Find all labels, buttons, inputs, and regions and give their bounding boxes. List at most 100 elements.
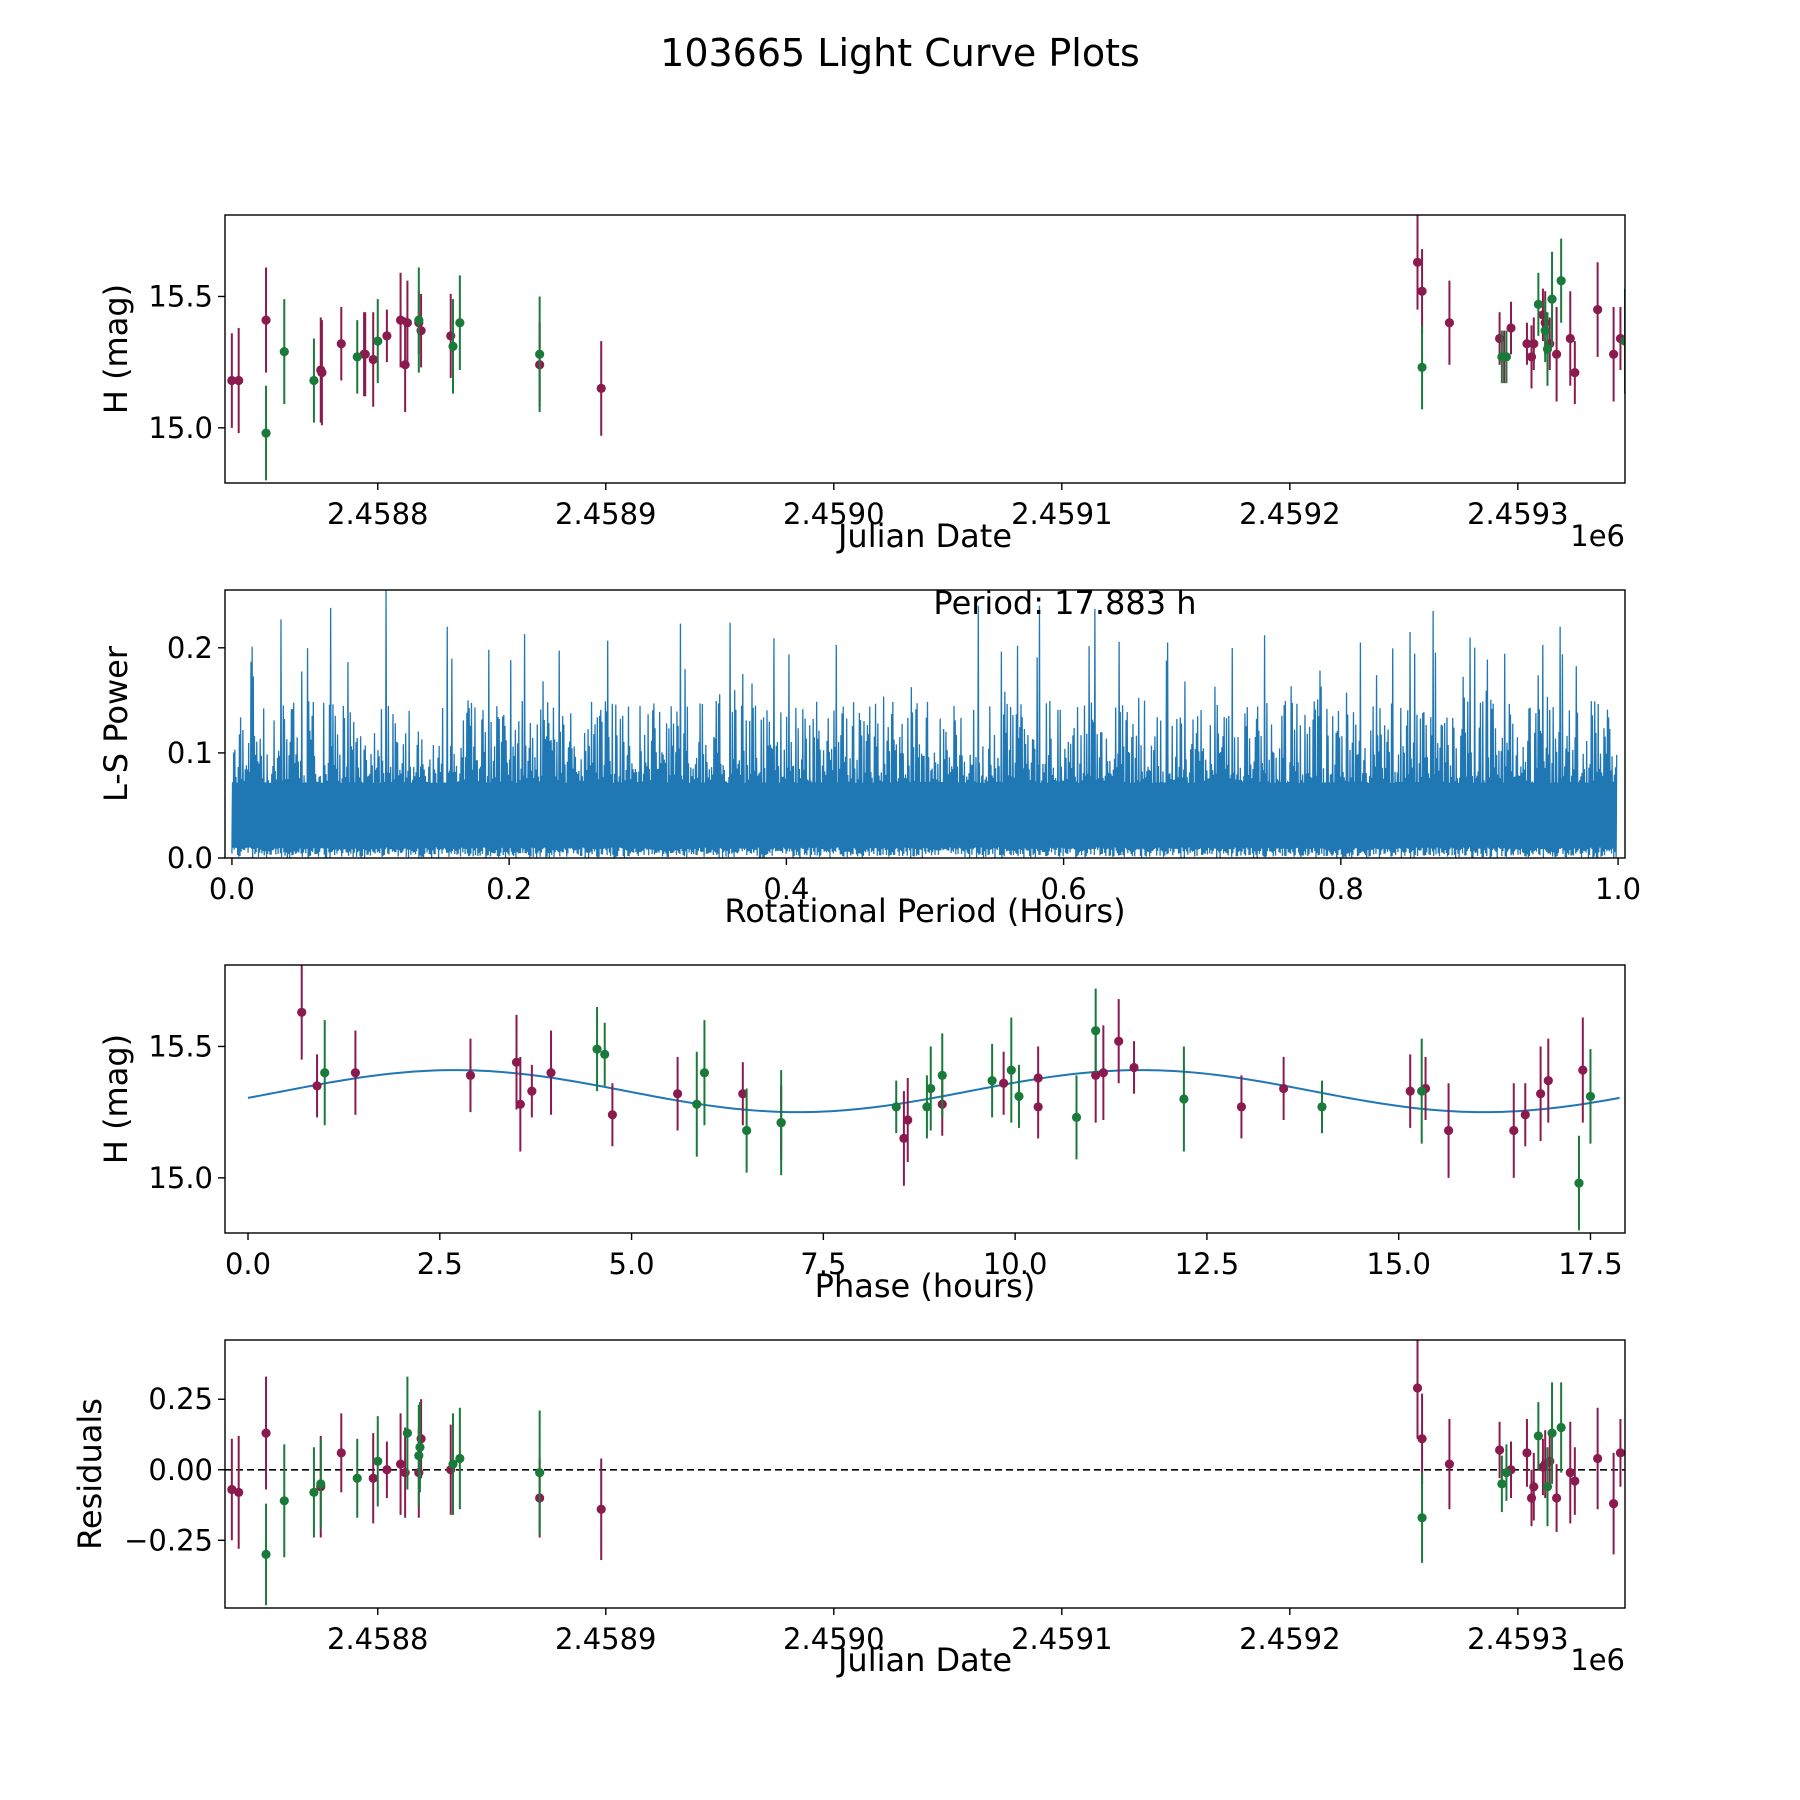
- data-point: [1091, 1070, 1101, 1080]
- data-point: [926, 1083, 936, 1094]
- data-point: [350, 1068, 361, 1078]
- periodogram-line: [231, 590, 1618, 858]
- data-point: [1417, 1434, 1427, 1444]
- data-point: [261, 1428, 271, 1438]
- data-point: [1533, 299, 1543, 309]
- data-point: [1565, 1467, 1575, 1478]
- data-point: [455, 1453, 465, 1464]
- data-point: [1615, 1448, 1625, 1458]
- data-point: [373, 1456, 383, 1466]
- x-tick-label: 1.0: [1595, 872, 1641, 906]
- x-tick-label: 2.4591: [1011, 1622, 1112, 1656]
- data-point: [692, 1099, 702, 1109]
- data-point: [261, 1549, 271, 1559]
- data-point: [1417, 1086, 1427, 1096]
- y-tick-label: 15.0: [148, 1161, 213, 1195]
- x-tick-label: 0.2: [486, 872, 532, 906]
- data-point: [279, 1496, 289, 1506]
- data-point: [317, 368, 327, 378]
- plot-frame: [224, 214, 1626, 484]
- x-tick-label: 17.5: [1558, 1247, 1623, 1281]
- data-point: [903, 1115, 913, 1125]
- data-point: [1114, 1036, 1124, 1046]
- residuals-panel: 2.4588 2.4589 2.4590 2.4591 2.4592 2.4593 −0.2…: [71, 1339, 1626, 1679]
- data-point: [382, 331, 392, 341]
- data-point: [1006, 1065, 1016, 1075]
- data-point: [336, 1448, 346, 1458]
- periodogram-panel: 0.0 0.2 0.4 0.6 0.8 1.0 0.0 0.1 0.2 Rotational Pe…: [97, 584, 1641, 930]
- data-point: [1317, 1102, 1327, 1112]
- x-tick-label: 2.4592: [1239, 497, 1340, 531]
- data-point: [1417, 362, 1427, 372]
- axes: 0.0 2.5 5.0 7.5 10.0 12.5 15.0 17.5 15.0 15.5 Phas…: [97, 1029, 1623, 1305]
- data-point: [336, 339, 346, 349]
- x-tick-label: 7.5: [800, 1247, 846, 1281]
- series-green: [261, 238, 1625, 481]
- data-point: [1443, 1125, 1454, 1136]
- data-point: [382, 1465, 392, 1475]
- data-point: [1014, 1091, 1024, 1101]
- x-tick-label: 0.4: [763, 872, 809, 906]
- data-point: [891, 1102, 901, 1112]
- x-tick-label: 0.0: [209, 872, 255, 906]
- plot-area: [231, 590, 1618, 858]
- lightcurve-panel: 2.4588 2.4589 2.4590 2.4591 2.4592 2.4593 15.0…: [97, 214, 1626, 555]
- x-axis-label: Phase (hours): [815, 1267, 1036, 1305]
- x-tick-label: 2.4588: [327, 1622, 428, 1656]
- data-point: [316, 1479, 326, 1489]
- x-tick-label: 12.5: [1175, 1247, 1240, 1281]
- axes: 0.0 0.2 0.4 0.6 0.8 1.0 0.0 0.1 0.2 Rotational Pe…: [97, 631, 1641, 930]
- data-point: [1565, 333, 1575, 344]
- data-point: [1542, 1482, 1553, 1492]
- data-point: [1501, 1467, 1512, 1478]
- data-point: [1536, 1089, 1546, 1099]
- x-axis-label: Julian Date: [836, 517, 1012, 555]
- series-green: [320, 988, 1596, 1231]
- data-point: [699, 1068, 710, 1078]
- data-point: [1556, 1422, 1566, 1433]
- data-point: [1091, 1026, 1101, 1036]
- x-tick-label: 2.4593: [1467, 497, 1568, 531]
- data-point: [1593, 304, 1603, 315]
- data-point: [1033, 1073, 1043, 1083]
- data-point: [309, 1487, 319, 1497]
- data-point: [1578, 1065, 1588, 1075]
- data-point: [999, 1078, 1009, 1088]
- data-point: [1543, 1076, 1553, 1086]
- data-point: [1542, 344, 1553, 354]
- plot-area: [247, 965, 1620, 1231]
- data-point: [1405, 1086, 1415, 1096]
- data-point: [738, 1089, 748, 1099]
- x-tick-label: 2.4589: [555, 497, 656, 531]
- data-point: [742, 1125, 752, 1136]
- data-point: [607, 1110, 617, 1120]
- data-point: [596, 383, 606, 394]
- x-offset-label: 1e6: [1570, 1643, 1625, 1677]
- y-tick-label: 0.2: [167, 631, 213, 665]
- data-point: [596, 1504, 606, 1514]
- x-tick-label: 0.8: [1318, 872, 1364, 906]
- y-axis-label: Residuals: [71, 1398, 109, 1550]
- data-point: [234, 1487, 244, 1497]
- y-axis-label: H (mag): [97, 1034, 135, 1164]
- y-tick-label: 15.5: [148, 1029, 213, 1063]
- data-point: [227, 375, 237, 386]
- y-axis-label: L-S Power: [97, 645, 135, 802]
- series-red: [297, 965, 1588, 1186]
- data-point: [1608, 1499, 1619, 1509]
- plot-area: [227, 215, 1625, 481]
- x-tick-label: 2.4589: [555, 1622, 656, 1656]
- series-red: [227, 1340, 1625, 1561]
- data-point: [465, 1070, 476, 1080]
- data-point: [368, 1473, 378, 1483]
- data-point: [352, 352, 362, 362]
- data-point: [673, 1089, 683, 1099]
- y-tick-label: 15.5: [148, 279, 213, 313]
- data-point: [1551, 1493, 1562, 1503]
- axes: 2.4588 2.4589 2.4590 2.4591 2.4592 2.4593 15.0…: [97, 279, 1625, 555]
- data-point: [402, 1428, 413, 1438]
- y-tick-label: 15.0: [148, 411, 213, 445]
- data-point: [1585, 1091, 1596, 1101]
- data-point: [1509, 1125, 1519, 1136]
